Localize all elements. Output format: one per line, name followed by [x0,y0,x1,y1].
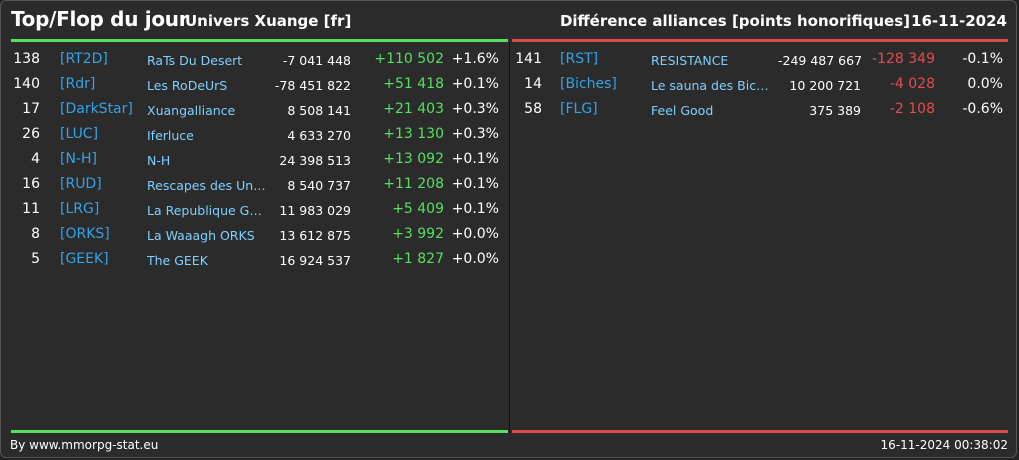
rank-cell: 4 [31,151,40,167]
alliance-tag-link[interactable]: [FLG] [560,101,598,117]
percent-cell: +0.1% [451,151,499,167]
alliance-name-link[interactable]: Les RoDeUrS [147,78,228,93]
difference-cell: -128 349 [872,51,935,67]
points-cell: 11 983 029 [279,203,351,218]
points-cell: -78 451 822 [274,78,351,93]
bottom-divider-green [11,430,508,433]
alliance-tag-link[interactable]: [GEEK] [60,251,109,267]
rank-cell: 8 [31,226,40,242]
alliance-name-link[interactable]: RaTs Du Desert [147,53,243,68]
percent-cell: +0.0% [451,251,499,267]
header: Top/Flop du jour Univers Xuange [fr] Dif… [0,0,1019,40]
points-cell: -7 041 448 [282,53,351,68]
page-title: Top/Flop du jour [11,7,189,31]
footer-timestamp: 16-11-2024 00:38:02 [880,438,1008,452]
rank-cell: 17 [22,101,40,117]
difference-cell: -2 108 [889,101,935,117]
alliance-tag-link[interactable]: [RUD] [60,176,102,192]
difference-cell: +5 409 [392,201,444,217]
table-row: 138 [RT2D] RaTs Du Desert -7 041 448 +110 50… [0,47,508,72]
difference-cell: +11 208 [383,176,444,192]
rank-cell: 138 [13,51,40,67]
header-date: 16-11-2024 [911,12,1007,30]
category-label: Différence alliances [points honorifique… [559,12,910,30]
points-cell: 24 398 513 [279,153,351,168]
alliance-tag-link[interactable]: [ORKS] [60,226,110,242]
rank-cell: 14 [524,76,542,92]
alliance-name-link[interactable]: La Republique Gala... [147,203,267,218]
difference-cell: +3 992 [392,226,444,242]
rank-cell: 26 [22,126,40,142]
table-row: 5 [GEEK] The GEEK 16 924 537 +1 827 +0.0% [0,247,508,272]
alliance-name-link[interactable]: Rescapes des Univ... [147,178,267,193]
footer-credit: By www.mmorpg-stat.eu [10,438,159,452]
table-row: 140 [Rdr] Les RoDeUrS -78 451 822 +51 418 +0.… [0,72,508,97]
percent-cell: -0.1% [962,51,1003,67]
alliance-name-link[interactable]: N-H [147,153,171,168]
difference-cell: +51 418 [383,76,444,92]
difference-cell: +21 403 [383,101,444,117]
flop-panel: 141 [RST] RESISTANCE -249 487 667 -128 349 -0… [510,47,1018,122]
top-divider-red [512,39,1008,42]
alliance-name-link[interactable]: The GEEK [147,253,208,268]
difference-cell: +13 092 [383,151,444,167]
table-row: 16 [RUD] Rescapes des Univ... 8 540 737 +11 … [0,172,508,197]
percent-cell: -0.6% [962,101,1003,117]
alliance-tag-link[interactable]: [N-H] [60,151,97,167]
top-divider-green [11,39,508,42]
column-divider [509,42,510,433]
table-row: 11 [LRG] La Republique Gala... 11 983 029 +5… [0,197,508,222]
points-cell: 13 612 875 [279,228,351,243]
percent-cell: +0.3% [451,101,499,117]
alliance-tag-link[interactable]: [LUC] [60,126,99,142]
percent-cell: +1.6% [451,51,499,67]
rank-cell: 58 [524,101,542,117]
percent-cell: +0.3% [451,126,499,142]
table-row: 26 [LUC] Iferluce 4 633 270 +13 130 +0.3% [0,122,508,147]
points-cell: 16 924 537 [279,253,351,268]
alliance-tag-link[interactable]: [RST] [560,51,599,67]
points-cell: 4 633 270 [287,128,351,143]
percent-cell: +0.1% [451,76,499,92]
rank-cell: 5 [31,251,40,267]
difference-cell: -4 028 [889,76,935,92]
rank-cell: 141 [515,51,542,67]
rank-cell: 11 [22,201,40,217]
points-cell: -249 487 667 [778,53,863,68]
table-row: 58 [FLG] Feel Good 375 389 -2 108 -0.6% [510,97,1018,122]
table-row: 17 [DarkStar] Xuangalliance 8 508 141 +21 40… [0,97,508,122]
points-cell: 8 540 737 [287,178,351,193]
table-row: 14 [Biches] Le sauna des Biches 10 200 721 -… [510,72,1018,97]
alliance-tag-link[interactable]: [Biches] [560,76,617,92]
top-panel: 138 [RT2D] RaTs Du Desert -7 041 448 +110 50… [0,47,508,272]
rank-cell: 140 [13,76,40,92]
percent-cell: +0.1% [451,201,499,217]
alliance-tag-link[interactable]: [DarkStar] [60,101,133,117]
table-row: 141 [RST] RESISTANCE -249 487 667 -128 349 -0… [510,47,1018,72]
percent-cell: +0.0% [451,226,499,242]
alliance-tag-link[interactable]: [RT2D] [60,51,108,67]
percent-cell: 0.0% [967,76,1003,92]
rank-cell: 16 [22,176,40,192]
alliance-name-link[interactable]: Iferluce [147,128,194,143]
points-cell: 375 389 [809,103,861,118]
bottom-divider-red [512,430,1008,433]
percent-cell: +0.1% [451,176,499,192]
alliance-name-link[interactable]: Le sauna des Biches [651,78,776,93]
alliance-name-link[interactable]: La Waaagh ORKS [147,228,255,243]
points-cell: 10 200 721 [789,78,861,93]
alliance-name-link[interactable]: Xuangalliance [147,103,236,118]
table-row: 8 [ORKS] La Waaagh ORKS 13 612 875 +3 992 +0.… [0,222,508,247]
universe-label: Univers Xuange [fr] [185,12,352,30]
difference-cell: +1 827 [392,251,444,267]
alliance-name-link[interactable]: RESISTANCE [651,53,729,68]
alliance-tag-link[interactable]: [LRG] [60,201,100,217]
alliance-name-link[interactable]: Feel Good [651,103,714,118]
points-cell: 8 508 141 [287,103,351,118]
table-row: 4 [N-H] N-H 24 398 513 +13 092 +0.1% [0,147,508,172]
alliance-tag-link[interactable]: [Rdr] [60,76,96,92]
difference-cell: +110 502 [374,51,444,67]
difference-cell: +13 130 [383,126,444,142]
